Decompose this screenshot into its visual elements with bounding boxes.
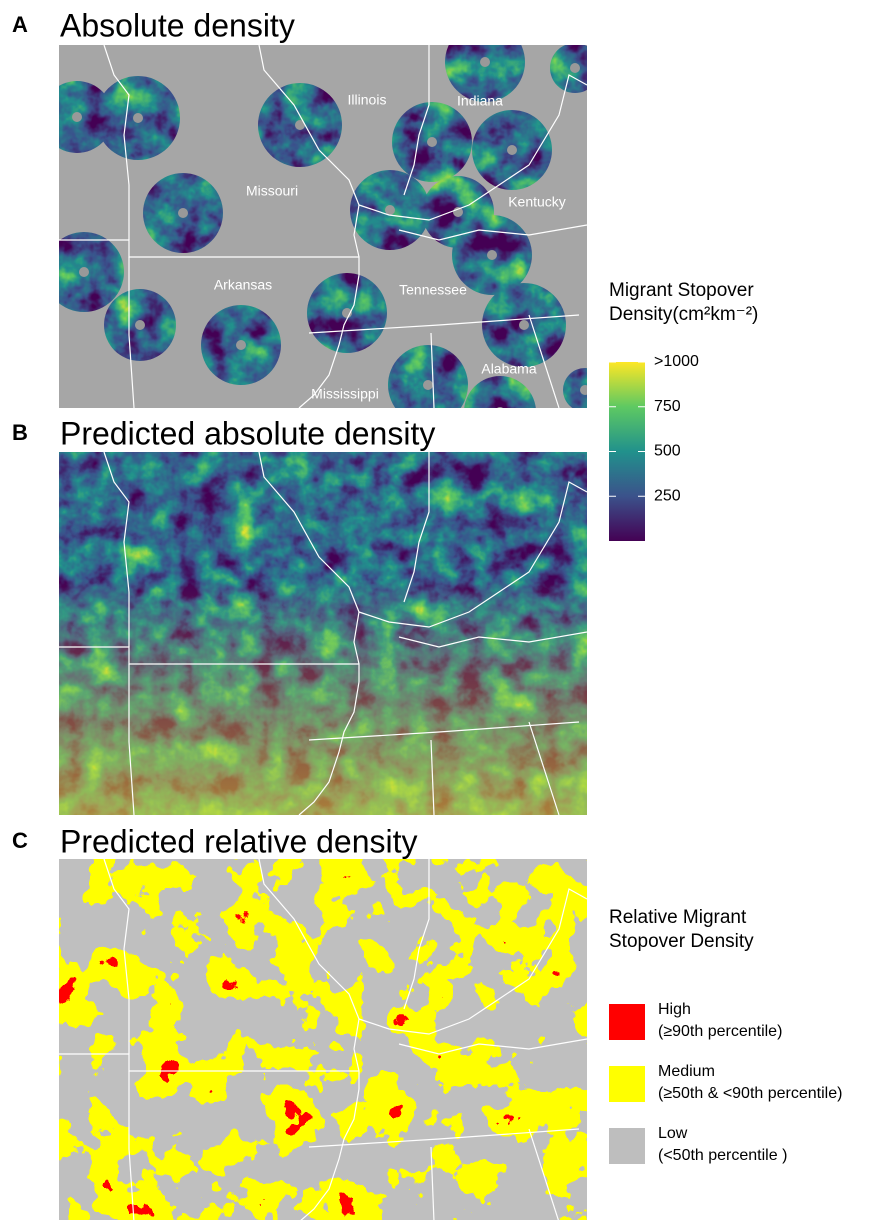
radar-center [236, 340, 246, 350]
maps: Illinois Indiana Missouri Kentucky Arkansas T… [41, 22, 607, 1220]
legend-title: Density(cm²km⁻²) [609, 304, 758, 325]
radar-center [133, 113, 143, 123]
state-label: Missouri [246, 183, 298, 199]
legend-title: Relative Migrant [609, 907, 747, 928]
colorbar-label: 250 [654, 487, 681, 504]
radar-center [570, 63, 580, 73]
radar-center [72, 112, 82, 122]
legend-title: Stopover Density [609, 931, 754, 952]
radar-center [487, 250, 497, 260]
legend-title: Migrant Stopover [609, 280, 754, 301]
panel-letter: C [12, 828, 28, 853]
panel-letter: B [12, 420, 28, 445]
map [59, 859, 587, 1220]
radar-center [580, 385, 590, 395]
state-label: Tennessee [399, 282, 467, 298]
figure: Illinois Indiana Missouri Kentucky Arkansas T… [0, 0, 878, 1220]
radar-center [519, 320, 529, 330]
map: Illinois Indiana Missouri Kentucky Arkansas T… [41, 22, 607, 448]
panel-letter: A [12, 12, 28, 37]
state-label: Indiana [457, 93, 503, 109]
legend-label: High [658, 1001, 691, 1018]
panel-title: Predicted relative density [60, 823, 418, 859]
radar-center [178, 208, 188, 218]
legend-swatch [609, 1004, 645, 1040]
legends: Migrant Stopover Density(cm²km⁻²) 250 500 75… [609, 280, 842, 1164]
legend-detail: (<50th percentile ) [658, 1147, 787, 1164]
panel-title: Predicted absolute density [60, 415, 435, 451]
state-label: Mississippi [311, 386, 379, 402]
legend-label: Low [658, 1125, 688, 1142]
colorbar-label: 750 [654, 398, 681, 415]
relative-surface [59, 859, 587, 1220]
radar-sweep [464, 376, 536, 448]
radar-center [135, 320, 145, 330]
density-shade [59, 452, 587, 815]
legend-swatch [609, 1128, 645, 1164]
radar-center [427, 137, 437, 147]
radar-center [385, 205, 395, 215]
legend-swatch [609, 1066, 645, 1102]
state-label: Illinois [348, 92, 387, 108]
legend-detail: (≥90th percentile) [658, 1023, 782, 1040]
legend-label: Medium [658, 1063, 715, 1080]
state-label: Arkansas [214, 277, 272, 293]
radar-center [495, 407, 505, 417]
panel-title: Absolute density [60, 7, 295, 43]
radar-center [507, 145, 517, 155]
state-label: Alabama [481, 361, 536, 377]
radar-center [480, 57, 490, 67]
map [59, 452, 587, 815]
state-label: Kentucky [508, 194, 566, 210]
colorbar-label: >1000 [654, 353, 699, 370]
radar-center [423, 380, 433, 390]
colorbar-label: 500 [654, 443, 681, 460]
legend-detail: (≥50th & <90th percentile) [658, 1085, 842, 1102]
radar-center [79, 267, 89, 277]
